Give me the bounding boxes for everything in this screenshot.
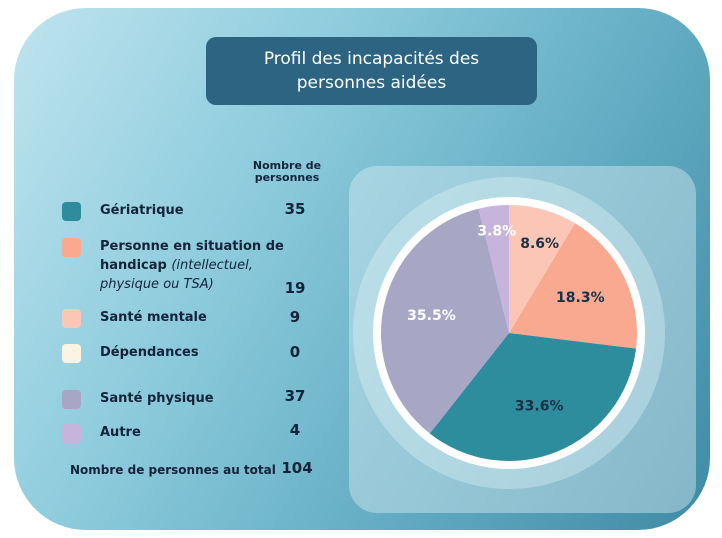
legend-swatch	[62, 238, 81, 257]
pie-slice	[509, 205, 575, 333]
legend-label: Personne en situation de handicap (intel…	[100, 237, 285, 294]
legend-count: 4	[289, 421, 301, 439]
legend-text: Santé physique	[100, 391, 214, 406]
legend-label: Autre	[100, 423, 285, 442]
legend-count: 19	[284, 279, 306, 297]
legend-text: Santé mentale	[100, 310, 207, 325]
legend-count: 0	[289, 343, 301, 361]
pie-slice	[478, 205, 509, 333]
pie-label: 3.8%	[477, 223, 516, 239]
legend-count: 37	[284, 387, 306, 405]
legend-text: Autre	[100, 425, 141, 440]
legend-swatch	[62, 390, 81, 409]
pie-slice	[380, 208, 509, 434]
chart-title: Profil des incapacités des personnes aid…	[206, 37, 537, 105]
pie-slice	[429, 333, 637, 462]
count-header: Nombre de personnes	[252, 159, 322, 184]
legend-label: Santé physique	[100, 389, 285, 408]
legend-label: Gériatrique	[100, 201, 285, 220]
legend-swatch	[62, 344, 81, 363]
legend-text: Personne en situation de handicap	[100, 239, 284, 273]
total-label: Nombre de personnes au total	[70, 463, 276, 477]
legend-label: Santé mentale	[100, 308, 285, 327]
legend-swatch	[62, 424, 81, 443]
legend-text: Dépendances	[100, 345, 199, 360]
legend-swatch	[62, 202, 81, 221]
pie-label: 33.6%	[515, 398, 564, 414]
pie-label: 8.6%	[520, 236, 559, 252]
legend-label: Dépendances	[100, 343, 285, 362]
pie-slice	[509, 223, 637, 349]
total-value: 104	[281, 459, 313, 477]
pie-label: 18.3%	[556, 290, 605, 306]
legend-count: 35	[284, 200, 306, 218]
legend-detail: (intellectuel, physique ou TSA)	[100, 258, 253, 292]
pie-label: 35.5%	[407, 308, 456, 324]
legend-text: Gériatrique	[100, 203, 184, 218]
legend-swatch	[62, 309, 81, 328]
legend-count: 9	[289, 308, 301, 326]
